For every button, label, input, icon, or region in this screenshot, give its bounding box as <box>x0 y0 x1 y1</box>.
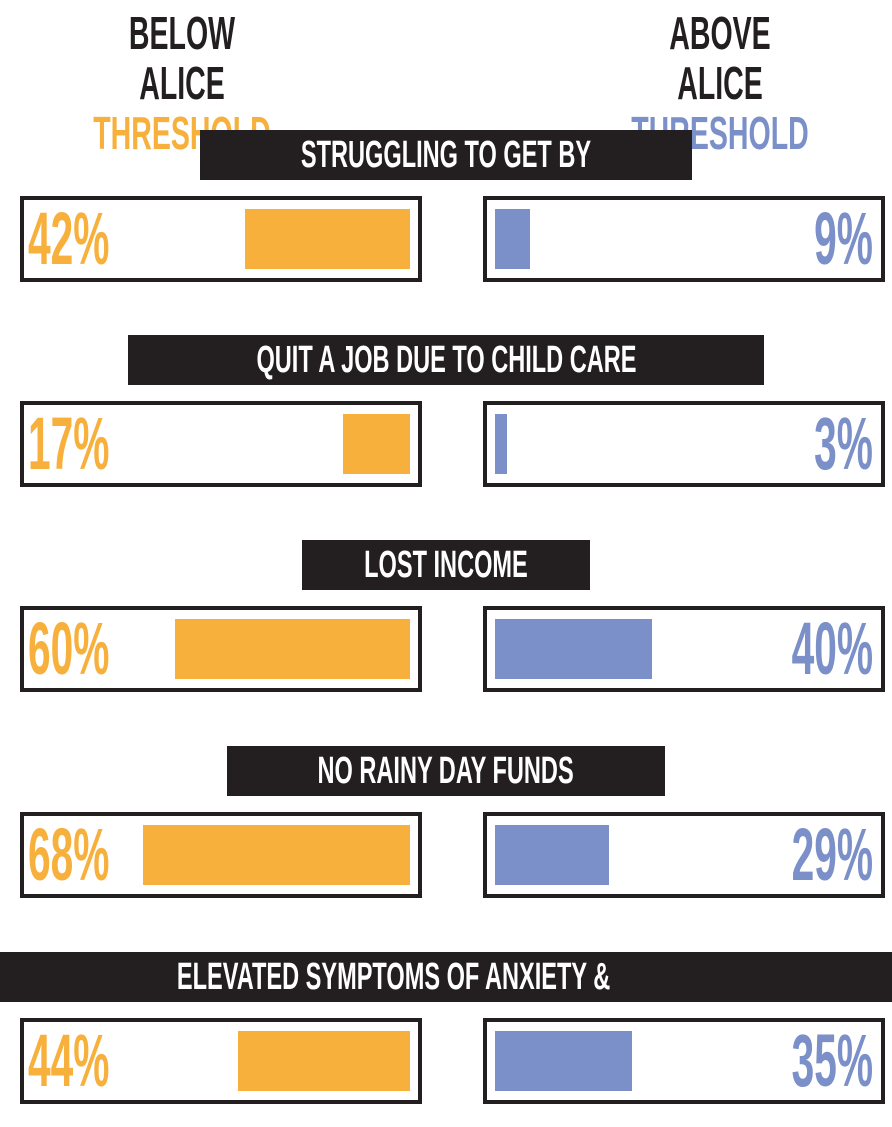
above-threshold-header: ABOVE ALICE THRESHOLD <box>570 8 870 158</box>
comparison-row: STRUGGLING TO GET BY 42% 9% <box>0 130 892 305</box>
below-header-line1: BELOW ALICE <box>128 7 236 109</box>
above-threshold-panel: 35% <box>483 1018 885 1104</box>
value-label-text: 9% <box>814 197 873 280</box>
below-threshold-panel: 44% <box>20 1018 422 1104</box>
above-threshold-value: 35% <box>725 1024 873 1098</box>
below-threshold-bar <box>343 414 410 474</box>
below-threshold-value: 60% <box>28 612 176 686</box>
value-label-text: 68% <box>28 813 110 896</box>
below-threshold-bar <box>245 209 410 269</box>
above-threshold-bar <box>495 209 530 269</box>
category-label-text: LOST INCOME <box>364 544 528 586</box>
category-label: LOST INCOME <box>302 540 590 590</box>
comparison-row: LOST INCOME 60% 40% <box>0 540 892 715</box>
value-label-text: 35% <box>791 1019 873 1102</box>
below-threshold-panel: 68% <box>20 812 422 898</box>
value-label-text: 40% <box>791 607 873 690</box>
category-label-wrap: LOST INCOME <box>0 540 892 590</box>
category-label-wrap: NO RAINY DAY FUNDS <box>0 746 892 796</box>
above-threshold-panel: 9% <box>483 196 885 282</box>
value-label-text: 17% <box>28 402 110 485</box>
above-threshold-value: 40% <box>725 612 873 686</box>
below-threshold-value: 44% <box>28 1024 176 1098</box>
above-threshold-panel: 29% <box>483 812 885 898</box>
comparison-row: ELEVATED SYMPTOMS OF ANXIETY & DEPRESSIO… <box>0 952 892 1127</box>
category-label-text: QUIT A JOB DUE TO CHILD CARE <box>255 339 637 381</box>
below-threshold-panel: 17% <box>20 401 422 487</box>
category-label: ELEVATED SYMPTOMS OF ANXIETY & DEPRESSIO… <box>0 952 892 1048</box>
category-label: STRUGGLING TO GET BY <box>200 130 692 180</box>
above-threshold-bar <box>495 825 609 885</box>
above-threshold-value: 29% <box>725 818 873 892</box>
below-threshold-bar <box>175 619 410 679</box>
value-label-text: 42% <box>28 197 110 280</box>
category-label-wrap: ELEVATED SYMPTOMS OF ANXIETY & DEPRESSIO… <box>0 952 892 1048</box>
below-threshold-bar <box>238 1031 410 1091</box>
comparison-row: NO RAINY DAY FUNDS 68% 29% <box>0 746 892 921</box>
below-threshold-bar <box>143 825 410 885</box>
value-label-text: 3% <box>814 402 873 485</box>
above-threshold-value: 9% <box>766 202 873 276</box>
above-threshold-bar <box>495 619 652 679</box>
above-threshold-panel: 3% <box>483 401 885 487</box>
value-label-text: 44% <box>28 1019 110 1102</box>
category-label: QUIT A JOB DUE TO CHILD CARE <box>127 335 765 385</box>
category-label-wrap: STRUGGLING TO GET BY <box>0 130 892 180</box>
below-threshold-panel: 42% <box>20 196 422 282</box>
below-threshold-value: 68% <box>28 818 176 892</box>
category-label-wrap: QUIT A JOB DUE TO CHILD CARE <box>0 335 892 385</box>
below-threshold-value: 42% <box>28 202 176 276</box>
comparison-row: QUIT A JOB DUE TO CHILD CARE 17% 3% <box>0 335 892 510</box>
above-threshold-panel: 40% <box>483 606 885 692</box>
value-label-text: 60% <box>28 607 110 690</box>
category-label-text: NO RAINY DAY FUNDS <box>317 750 575 792</box>
below-threshold-panel: 60% <box>20 606 422 692</box>
above-header-line1: ABOVE ALICE <box>669 7 771 109</box>
below-threshold-value: 17% <box>28 407 176 481</box>
category-label-text: STRUGGLING TO GET BY <box>300 134 592 176</box>
above-threshold-bar <box>495 1031 632 1091</box>
above-threshold-bar <box>495 414 507 474</box>
category-label: NO RAINY DAY FUNDS <box>227 746 665 796</box>
above-threshold-value: 3% <box>766 407 873 481</box>
value-label-text: 29% <box>791 813 873 896</box>
